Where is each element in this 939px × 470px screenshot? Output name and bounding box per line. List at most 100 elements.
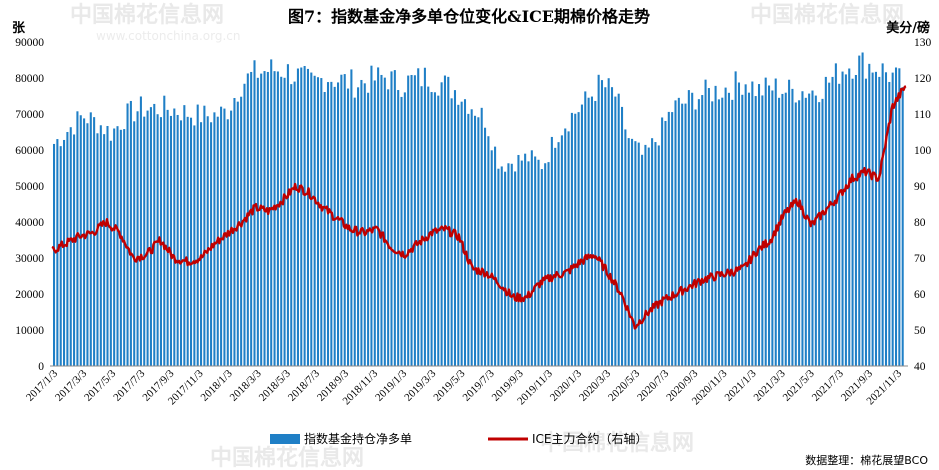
right-axis-tick-label: 90	[914, 181, 926, 193]
bar	[226, 119, 229, 366]
bar	[79, 115, 82, 367]
bar	[858, 55, 861, 367]
bar	[888, 81, 891, 366]
bar	[243, 83, 246, 367]
bar	[607, 78, 610, 366]
bar	[276, 71, 279, 366]
bar	[694, 109, 697, 366]
left-axis-tick-label: 90000	[15, 37, 44, 49]
bar	[166, 109, 169, 366]
bar	[123, 129, 126, 366]
bar	[360, 79, 363, 366]
bar	[697, 99, 700, 367]
watermark-brand-bottom-left: 中国棉花信息网	[210, 445, 364, 470]
bar	[727, 92, 730, 366]
bar	[707, 88, 710, 367]
bar	[453, 90, 457, 366]
bar	[617, 93, 620, 366]
bar	[724, 87, 727, 366]
left-axis-tick-label: 30000	[15, 253, 44, 265]
right-axis-tick-label: 80	[914, 217, 926, 229]
bar	[627, 138, 630, 366]
bar	[574, 113, 577, 367]
bar	[798, 100, 801, 366]
bar	[146, 110, 149, 366]
bar	[256, 77, 259, 366]
bar	[771, 90, 774, 366]
bar	[881, 63, 884, 366]
legend-swatch-bars	[270, 434, 300, 444]
bar	[774, 78, 777, 366]
bar	[283, 77, 286, 367]
bar	[323, 91, 326, 367]
bar	[590, 96, 593, 366]
bar	[557, 142, 560, 366]
bar	[794, 102, 797, 366]
left-axis-tick-label: 50000	[15, 181, 44, 193]
bar	[83, 118, 86, 366]
bar	[116, 126, 119, 366]
bar	[56, 139, 59, 366]
bar	[163, 95, 166, 366]
bar	[363, 83, 366, 366]
bar	[477, 117, 480, 367]
bar	[717, 99, 720, 367]
bar	[443, 75, 446, 366]
bar	[778, 97, 781, 366]
bar	[701, 95, 704, 366]
bar	[350, 69, 353, 366]
bar	[423, 67, 426, 367]
bar	[507, 163, 510, 366]
bar	[747, 92, 751, 367]
bar	[610, 87, 614, 366]
left-axis-unit: 张	[12, 21, 26, 36]
bar	[834, 63, 837, 367]
bar	[260, 73, 263, 367]
bar	[133, 121, 136, 366]
bar	[751, 81, 754, 367]
bar	[427, 86, 430, 366]
left-axis-tick-label: 60000	[15, 145, 44, 157]
bar	[524, 153, 527, 366]
bar	[550, 136, 553, 366]
bar	[310, 72, 313, 367]
bar	[677, 97, 680, 367]
watermark-brand-bottom: 中国棉花信息网	[540, 430, 694, 456]
bar	[253, 60, 256, 367]
bar	[266, 71, 269, 366]
bar	[66, 131, 69, 366]
bar	[236, 101, 239, 366]
bar	[594, 100, 597, 366]
bar	[186, 116, 189, 366]
bar	[517, 154, 520, 366]
bar	[711, 101, 714, 366]
bar	[671, 112, 674, 366]
right-axis-tick-label: 120	[914, 73, 932, 85]
bar	[540, 169, 543, 366]
bar	[604, 87, 607, 366]
bar	[891, 72, 894, 366]
bar	[196, 104, 199, 366]
bar	[641, 154, 644, 366]
bar	[126, 103, 129, 366]
bar	[878, 76, 881, 367]
bar	[303, 65, 306, 367]
bar	[788, 79, 791, 366]
bar	[306, 68, 309, 367]
bar	[674, 100, 677, 366]
bar	[240, 96, 243, 367]
bar	[413, 75, 416, 366]
right-axis-unit: 美分/磅	[886, 20, 930, 36]
bar	[400, 96, 403, 367]
bar	[534, 156, 537, 366]
bar	[370, 65, 373, 367]
bar	[313, 75, 316, 366]
bar	[494, 146, 497, 366]
bar	[357, 87, 360, 366]
bar	[624, 129, 627, 366]
bar	[129, 100, 132, 366]
bar	[139, 96, 142, 366]
bar	[864, 78, 867, 367]
bar	[296, 68, 299, 367]
bar	[587, 97, 590, 366]
